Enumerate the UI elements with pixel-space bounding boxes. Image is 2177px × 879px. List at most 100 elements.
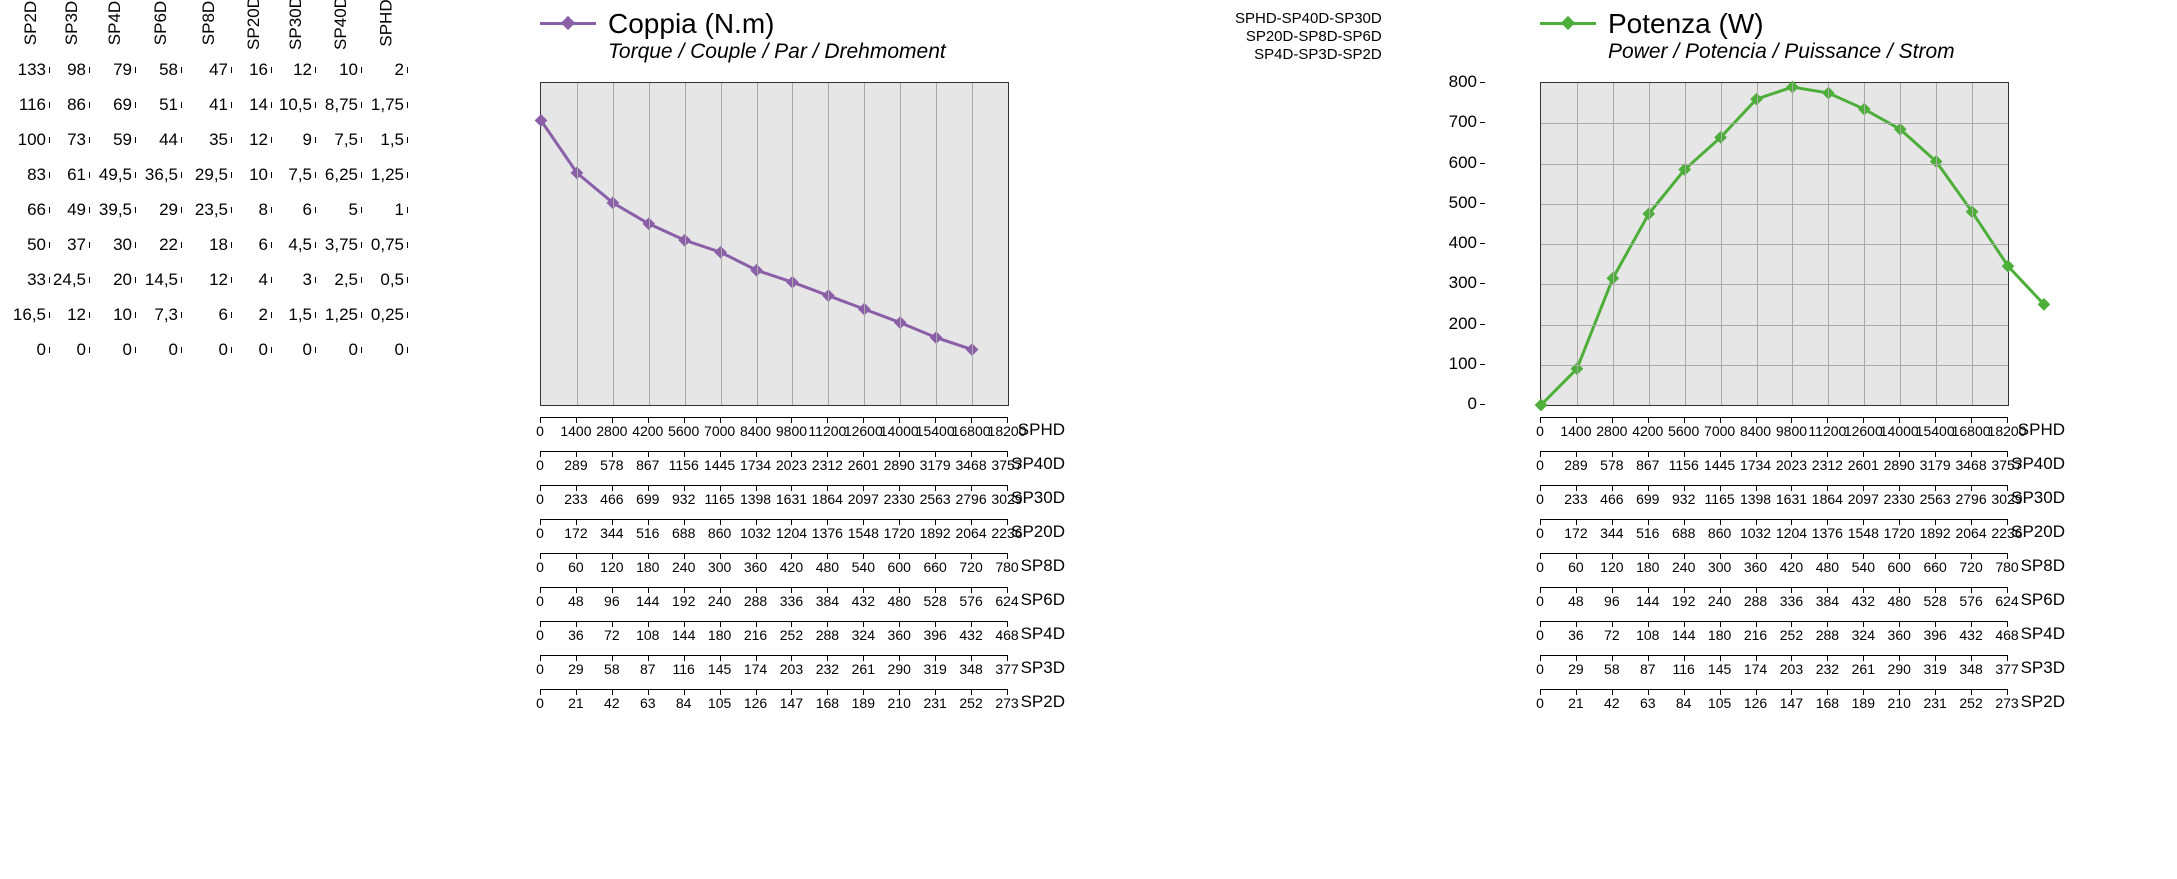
x-scale-tick: 466 [600,491,623,507]
y-scale-tick: 0 [54,332,90,367]
x-scale-tick: 174 [1744,661,1767,677]
x-scale-tick: 12600 [844,423,883,439]
x-scale-tick: 2890 [884,457,915,473]
x-scale-tick: 0 [536,457,544,473]
x-scale-tick: 2796 [955,491,986,507]
x-scale-tick: 48 [1568,593,1584,609]
x-scale-SP40D: 0289578867115614451734202323122601289031… [1540,451,2007,485]
y-scale-tick: 16,5 [12,297,50,332]
x-scale-SP30D: 0233466699932116513981631186420972330256… [540,485,1007,519]
x-scale-tick: 3179 [920,457,951,473]
y-scale-tick: 1,5 [276,297,316,332]
x-scale-tick: 1376 [812,525,843,541]
x-scale-SP30D: 0233466699932116513981631186420972330256… [1540,485,2007,519]
x-scale-tick: 240 [708,593,731,609]
y-scale-tick: 18 [186,227,232,262]
x-scale-tick: 0 [536,661,544,677]
x-scale-tick: 252 [1780,627,1803,643]
y-scale-SP40D: SP40D108,757,56,2553,752,51,250 [318,0,364,367]
x-scale-tick: 466 [1600,491,1623,507]
x-scale-tick: 2330 [1884,491,1915,507]
x-scale-tick: 1400 [1560,423,1591,439]
x-scale-tick: 1892 [920,525,951,541]
x-scale-tick: 324 [852,627,875,643]
x-scale-tick: 180 [708,627,731,643]
y-scale-tick: 7,5 [320,122,362,157]
x-scale-tick: 360 [1888,627,1911,643]
x-scale-tick: 11200 [1808,423,1846,439]
x-scale-tick: 240 [1672,559,1695,575]
x-scale-tick: 60 [568,559,584,575]
x-scale-tick: 660 [923,559,946,575]
y-scale-tick: 37 [54,227,90,262]
x-scale-tick: 7000 [704,423,735,439]
x-scale-tick: 2097 [848,491,879,507]
y-scale-tick: 7,5 [276,157,316,192]
y-scale-tick: 16 [236,52,272,87]
x-scale-tick: 0 [536,627,544,643]
y-scale-tick: 10,5 [276,87,316,122]
x-scale-tick: 720 [1959,559,1982,575]
y-scale-tick: 8,75 [320,87,362,122]
x-scale-tick: 348 [1959,661,1982,677]
x-scale-tick: 432 [852,593,875,609]
x-scale-tick: 2330 [884,491,915,507]
x-scale-tick: 273 [1995,695,2018,711]
x-scale-tick: 5600 [1668,423,1699,439]
x-scale-tick: 0 [536,695,544,711]
x-scale-tick: 2601 [848,457,879,473]
x-scale-tick: 468 [995,627,1018,643]
x-scale-tick: 147 [780,695,803,711]
x-scale-tick: 1631 [776,491,807,507]
x-scale-tick: 480 [1888,593,1911,609]
y-scale-tick: 86 [54,87,90,122]
x-scale-tick: 360 [744,559,767,575]
x-scale-tick: 0 [536,423,544,439]
x-scale-tick: 240 [672,559,695,575]
x-scale-SP3D: 0295887116145174203232261290319348377SP3… [540,655,1007,689]
y-scale-tick: 61 [54,157,90,192]
y-scale-SP20D: SP20D1614121086420 [234,0,274,367]
x-scale-tick: 180 [636,559,659,575]
x-scale-tick: 289 [564,457,587,473]
power-legend-marker [1540,18,1596,28]
x-scale-tick: 360 [1744,559,1767,575]
x-scale-tick: 780 [1995,559,2018,575]
x-scale-tick: 96 [604,593,620,609]
y-scale-tick: 9 [276,122,316,157]
torque-title-block: Coppia (N.m) Torque / Couple / Par / Dre… [540,8,1009,64]
x-scale-tick: 120 [1600,559,1623,575]
x-scale-tick: 4200 [1632,423,1663,439]
y-scale-tick: 0 [320,332,362,367]
x-scale-tick: 232 [1816,661,1839,677]
y-scale-tick: 10 [236,157,272,192]
y-scale-tick: 0 [94,332,136,367]
x-scale-tick: 2023 [776,457,807,473]
x-scale-tick: 58 [604,661,620,677]
y-scale-tick: 10 [94,297,136,332]
x-scale-tick: 1204 [776,525,807,541]
x-scale-SP8D: 060120180240300360420480540600660720780S… [1540,553,2007,587]
y-scale-tick: 79 [94,52,136,87]
x-scale-tick: 63 [640,695,656,711]
x-scale-tick: 21 [568,695,584,711]
y-scale-tick: 2 [236,297,272,332]
torque-chart: Coppia (N.m) Torque / Couple / Par / Dre… [540,8,1009,406]
x-scale-tick: 0 [1536,627,1544,643]
x-scale-tick: 233 [564,491,587,507]
x-scale-tick: 0 [1536,457,1544,473]
x-scale-tick: 29 [1568,661,1584,677]
x-scale-tick: 1032 [740,525,771,541]
x-scale-tick: 1892 [1920,525,1951,541]
x-scale-tick: 8400 [1740,423,1771,439]
x-scale-tick: 273 [995,695,1018,711]
x-scale-tick: 0 [536,491,544,507]
x-scale-tick: 1156 [669,457,699,473]
power-group-label: SPHD-SP40D-SP30DSP20D-SP8D-SP6DSP4D-SP3D… [1235,10,1382,64]
power-y-tick: 800 [1449,72,1477,92]
x-scale-tick: 468 [1995,627,2018,643]
y-scale-tick: 47 [186,52,232,87]
x-scale-tick: 252 [959,695,982,711]
x-scale-tick: 0 [1536,593,1544,609]
x-scale-tick: 240 [1708,593,1731,609]
